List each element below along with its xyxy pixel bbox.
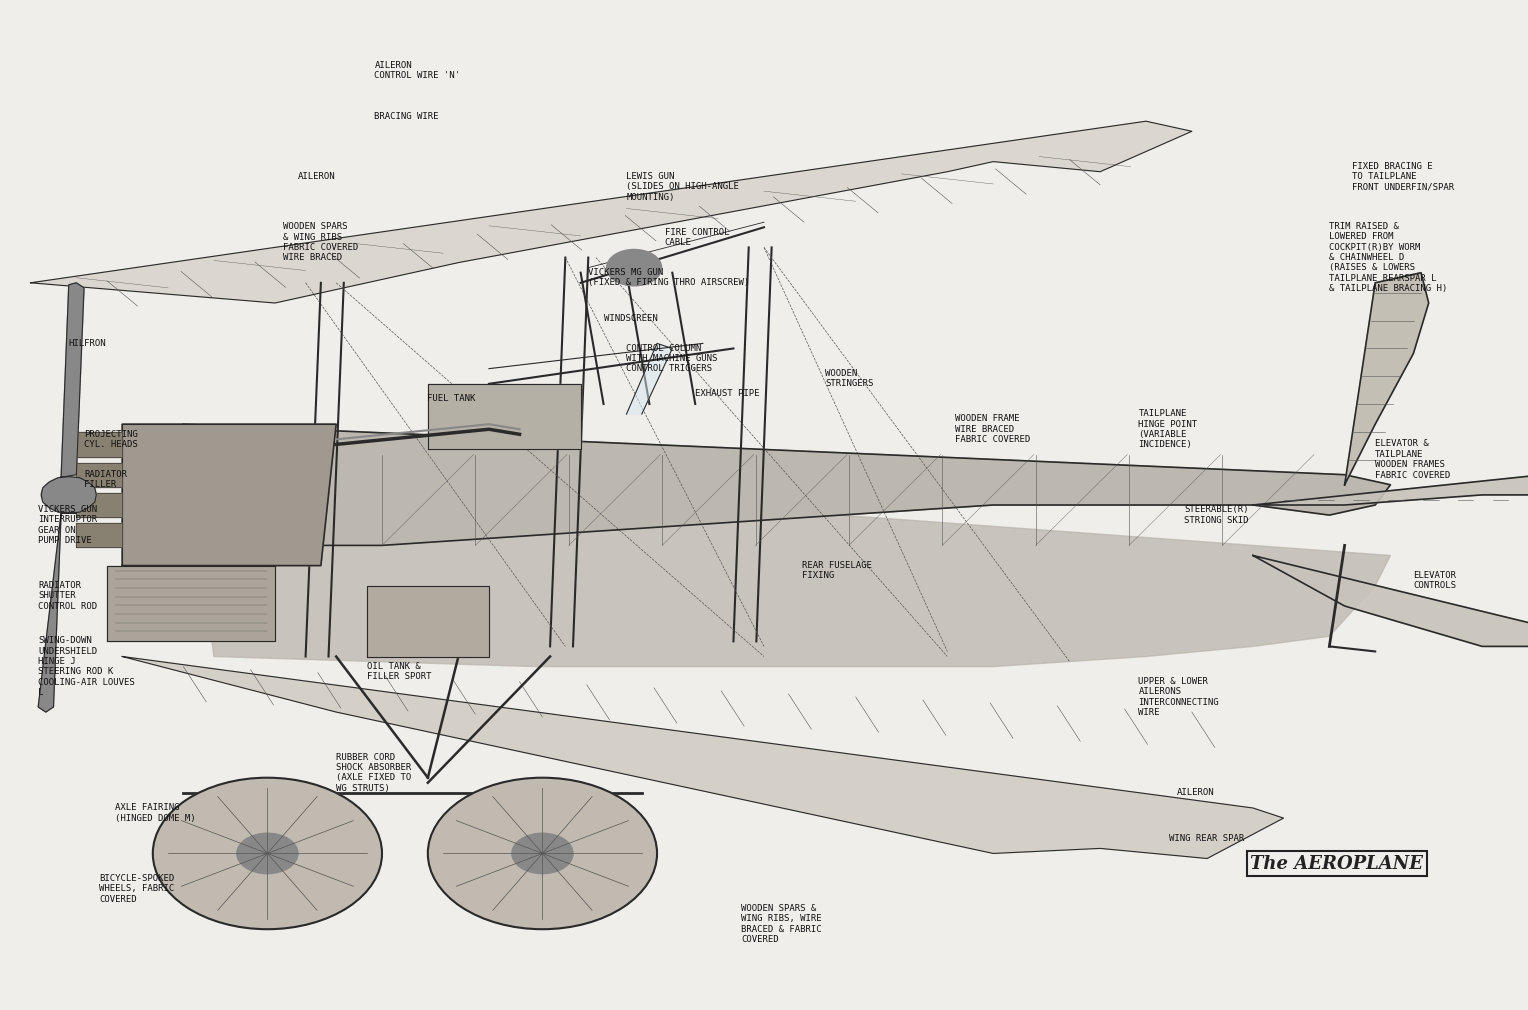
Polygon shape	[76, 463, 122, 487]
Text: FUEL TANK: FUEL TANK	[426, 395, 475, 403]
Text: BICYCLE-SPOKED
WHEELS, FABRIC
COVERED: BICYCLE-SPOKED WHEELS, FABRIC COVERED	[99, 874, 174, 904]
Text: PROJECTING
CYL. HEADS: PROJECTING CYL. HEADS	[84, 429, 138, 449]
Text: VICKERS MG GUN
(FIXED & FIRING THRO AIRSCREW): VICKERS MG GUN (FIXED & FIRING THRO AIRS…	[588, 268, 750, 288]
Text: HILFRON: HILFRON	[69, 339, 107, 347]
Polygon shape	[183, 424, 1390, 545]
Circle shape	[153, 778, 382, 929]
Text: LEWIS GUN
(SLIDES ON HIGH-ANGLE
MOUNTING): LEWIS GUN (SLIDES ON HIGH-ANGLE MOUNTING…	[626, 172, 740, 202]
Text: RADIATOR
FILLER: RADIATOR FILLER	[84, 470, 127, 490]
Text: BRACING WIRE: BRACING WIRE	[374, 112, 439, 120]
Text: AILERON
CONTROL WIRE 'N': AILERON CONTROL WIRE 'N'	[374, 61, 460, 81]
Text: EXHAUST PIPE: EXHAUST PIPE	[695, 390, 759, 398]
Text: ELEVATOR
CONTROLS: ELEVATOR CONTROLS	[1413, 571, 1456, 591]
Polygon shape	[626, 343, 672, 414]
Text: TRIM RAISED &
LOWERED FROM
COCKPIT(R)BY WORM
& CHAINWHEEL D
(RAISES & LOWERS
TAI: TRIM RAISED & LOWERED FROM COCKPIT(R)BY …	[1329, 222, 1447, 293]
Polygon shape	[31, 121, 1192, 303]
Text: FIXED BRACING E
TO TAILPLANE
FRONT UNDERFIN/SPAR: FIXED BRACING E TO TAILPLANE FRONT UNDER…	[1352, 162, 1455, 192]
Text: ELEVATOR &
TAILPLANE
WOODEN FRAMES
FABRIC COVERED: ELEVATOR & TAILPLANE WOODEN FRAMES FABRI…	[1375, 439, 1450, 480]
Text: OIL TANK &
FILLER SPORT: OIL TANK & FILLER SPORT	[367, 662, 431, 682]
Text: WOODEN SPARS
& WING RIBS
FABRIC COVERED
WIRE BRACED: WOODEN SPARS & WING RIBS FABRIC COVERED …	[283, 222, 358, 263]
Text: WOODEN SPARS &
WING RIBS, WIRE
BRACED & FABRIC
COVERED: WOODEN SPARS & WING RIBS, WIRE BRACED & …	[741, 904, 822, 944]
Circle shape	[237, 833, 298, 874]
Circle shape	[428, 778, 657, 929]
Circle shape	[41, 477, 96, 513]
Polygon shape	[76, 432, 122, 457]
Polygon shape	[1345, 273, 1429, 485]
Polygon shape	[428, 384, 581, 449]
Text: WOODEN
STRINGERS: WOODEN STRINGERS	[825, 369, 874, 389]
Text: CONTROL COLUMN
WITH MACHINE GUNS
CONTROL TRIGGERS: CONTROL COLUMN WITH MACHINE GUNS CONTROL…	[626, 343, 718, 374]
Polygon shape	[107, 566, 275, 641]
Polygon shape	[1253, 556, 1528, 646]
Text: RUBBER CORD
SHOCK ABSORBER
(AXLE FIXED TO
WG STRUTS): RUBBER CORD SHOCK ABSORBER (AXLE FIXED T…	[336, 752, 411, 793]
Text: SWING-DOWN
UNDERSHIELD
HINGE J
STEERING ROD K
COOLING-AIR LOUVES
L: SWING-DOWN UNDERSHIELD HINGE J STEERING …	[38, 636, 134, 697]
Text: AXLE FAIRING
(HINGED DOME M): AXLE FAIRING (HINGED DOME M)	[115, 803, 196, 823]
Circle shape	[512, 833, 573, 874]
Text: STEERABLE(R)
STRIONG SKID: STEERABLE(R) STRIONG SKID	[1184, 505, 1248, 525]
Text: TAILPLANE
HINGE POINT
(VARIABLE
INCIDENCE): TAILPLANE HINGE POINT (VARIABLE INCIDENC…	[1138, 409, 1198, 449]
Text: REAR FUSELAGE
FIXING: REAR FUSELAGE FIXING	[802, 561, 872, 581]
Text: AILERON: AILERON	[298, 173, 336, 181]
Text: WINDSCREEN: WINDSCREEN	[604, 314, 657, 322]
Polygon shape	[122, 424, 336, 566]
Polygon shape	[76, 493, 122, 517]
Text: AILERON: AILERON	[1177, 789, 1215, 797]
Polygon shape	[38, 513, 76, 712]
Polygon shape	[1253, 475, 1528, 505]
Text: WOODEN FRAME
WIRE BRACED
FABRIC COVERED: WOODEN FRAME WIRE BRACED FABRIC COVERED	[955, 414, 1030, 444]
Text: VICKERS GUN
INTERRUPTOR
GEAR ON
PUMP DRIVE: VICKERS GUN INTERRUPTOR GEAR ON PUMP DRI…	[38, 505, 98, 545]
Polygon shape	[61, 283, 84, 477]
Text: RADIATOR
SHUTTER
CONTROL ROD: RADIATOR SHUTTER CONTROL ROD	[38, 581, 98, 611]
Polygon shape	[76, 523, 122, 547]
Polygon shape	[183, 424, 1390, 667]
Text: UPPER & LOWER
AILERONS
INTERCONNECTING
WIRE: UPPER & LOWER AILERONS INTERCONNECTING W…	[1138, 677, 1219, 717]
Polygon shape	[367, 586, 489, 656]
Text: The AEROPLANE: The AEROPLANE	[1250, 854, 1424, 873]
Text: WING REAR SPAR: WING REAR SPAR	[1169, 834, 1244, 842]
Polygon shape	[122, 656, 1284, 858]
Circle shape	[607, 249, 662, 286]
Text: FIRE CONTROL
CABLE: FIRE CONTROL CABLE	[665, 227, 729, 247]
